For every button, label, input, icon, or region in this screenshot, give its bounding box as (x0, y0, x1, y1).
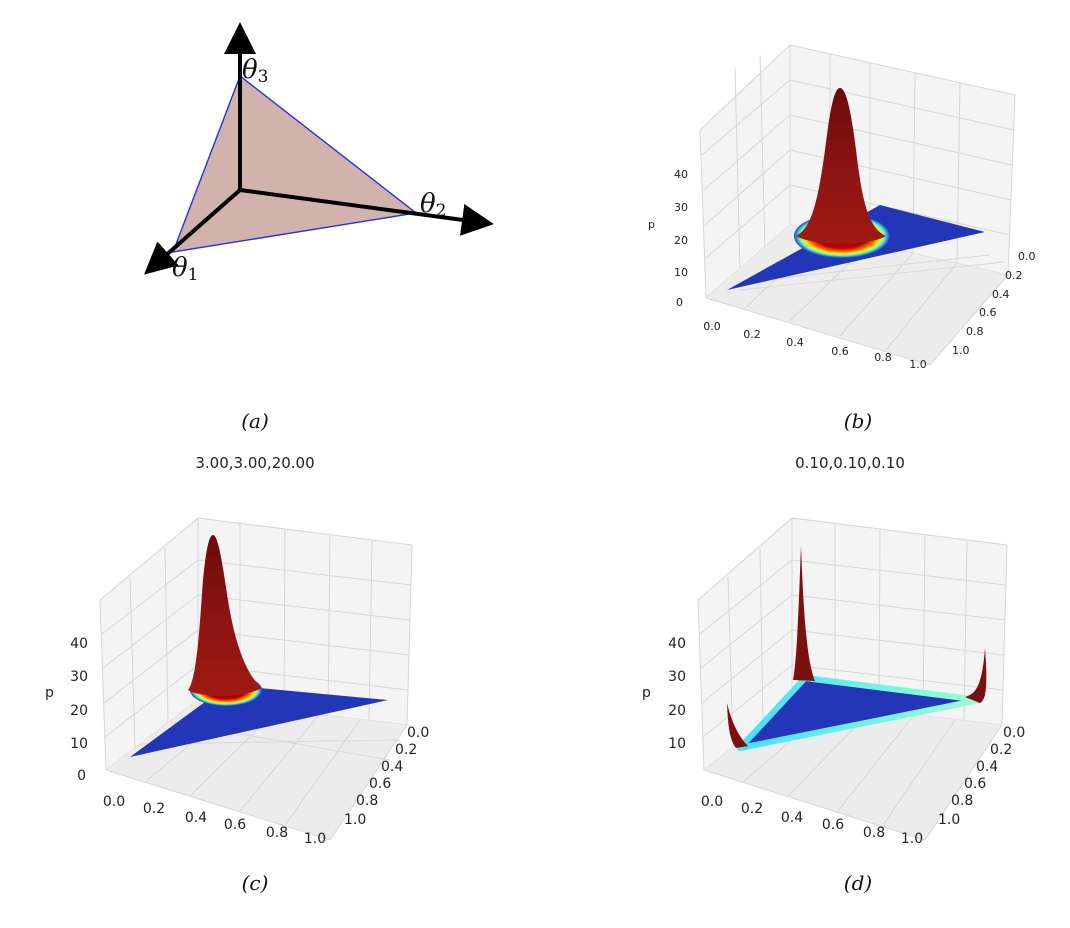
caption-a: (a) (241, 409, 269, 433)
x-tick: 0.8 (874, 351, 892, 364)
x-tick: 0.2 (743, 328, 761, 341)
y-tick: 0.8 (966, 325, 984, 338)
panel-d-base-surface (737, 675, 983, 751)
z-tick: 0 (676, 296, 683, 309)
panel-c-y-ticks: 0.0 0.2 0.4 0.6 0.8 1.0 (344, 725, 429, 828)
z-tick: 0 (77, 768, 86, 784)
y-tick: 0.0 (1003, 725, 1025, 741)
x-tick: 0.6 (224, 817, 246, 833)
x-tick: 0.0 (103, 794, 125, 810)
panel-d-axes-box (697, 517, 1008, 841)
panel-d-z-ticks: 10 20 30 40 (668, 636, 686, 752)
theta1-axis (143, 188, 242, 275)
panel-c-base-surface (130, 685, 388, 757)
panel-c-title: 3.00,3.00,20.00 (195, 454, 314, 472)
panel-c-axes-box (99, 517, 413, 841)
x-tick: 1.0 (901, 831, 923, 847)
x-tick: 0.8 (863, 825, 885, 841)
panel-d-spike-top (793, 545, 815, 681)
x-tick: 0.8 (266, 825, 288, 841)
panel-b-peak (796, 88, 886, 244)
y-tick: 0.2 (990, 742, 1012, 758)
y-tick: 0.2 (1005, 269, 1023, 282)
z-axis-label: p (642, 685, 651, 701)
x-tick: 0.6 (831, 345, 849, 358)
z-tick: 20 (668, 703, 686, 719)
z-tick: 40 (668, 636, 686, 652)
panel-c-peak (188, 535, 262, 696)
x-tick: 0.2 (143, 801, 165, 817)
caption-b: (b) (844, 409, 872, 433)
panel-b-x-ticks: 0.0 0.2 0.4 0.6 0.8 1.0 (703, 320, 927, 371)
z-tick: 10 (668, 736, 686, 752)
y-tick: 0.4 (976, 759, 998, 775)
panel-c: 3.00,3.00,20.00 (45, 454, 429, 895)
y-tick: 0.0 (407, 725, 429, 741)
x-tick: 0.0 (701, 794, 723, 810)
z-tick: 40 (70, 636, 88, 652)
z-axis-label: p (648, 218, 655, 231)
z-axis-label: p (45, 685, 54, 701)
theta2-label: θ2 (420, 189, 446, 221)
y-tick: 1.0 (952, 344, 970, 357)
panel-d: 0.10,0.10,0.10 (642, 454, 1025, 895)
z-tick: 30 (674, 201, 688, 214)
panel-b-y-ticks: 0.0 0.2 0.4 0.6 0.8 1.0 (952, 250, 1036, 357)
panel-d-y-ticks: 0.0 0.2 0.4 0.6 0.8 1.0 (938, 725, 1025, 828)
y-tick: 0.8 (356, 793, 378, 809)
caption-c: (c) (242, 871, 269, 895)
caption-d: (d) (844, 871, 872, 895)
panel-b: 0 10 20 30 40 p 0.0 0.2 0.4 0.6 0.8 1.0 … (648, 44, 1036, 433)
y-tick: 0.6 (369, 776, 391, 792)
z-tick: 30 (70, 669, 88, 685)
x-tick: 1.0 (304, 831, 326, 847)
y-tick: 0.2 (395, 742, 417, 758)
simplex-triangle (171, 74, 418, 253)
y-tick: 0.0 (1018, 250, 1036, 263)
y-tick: 0.6 (979, 306, 997, 319)
x-tick: 0.4 (185, 810, 207, 826)
x-tick: 0.4 (781, 810, 803, 826)
theta1-label: θ1 (172, 253, 198, 285)
y-tick: 0.4 (381, 759, 403, 775)
panel-d-x-ticks: 0.0 0.2 0.4 0.6 0.8 1.0 (701, 794, 923, 847)
y-tick: 1.0 (344, 812, 366, 828)
y-tick: 1.0 (938, 812, 960, 828)
x-tick: 0.0 (703, 320, 721, 333)
panel-a: θ3 θ2 θ1 (a) (143, 22, 494, 433)
z-tick: 30 (668, 669, 686, 685)
x-tick: 1.0 (909, 358, 927, 371)
y-tick: 0.4 (992, 288, 1010, 301)
y-tick: 0.8 (951, 793, 973, 809)
z-tick: 10 (674, 266, 688, 279)
panel-b-z-ticks: 0 10 20 30 40 (674, 168, 688, 309)
y-tick: 0.6 (964, 776, 986, 792)
panel-d-title: 0.10,0.10,0.10 (795, 454, 905, 472)
z-tick: 10 (70, 736, 88, 752)
panel-d-spike-left (727, 703, 748, 748)
z-tick: 20 (674, 234, 688, 247)
panel-d-spike-right (965, 648, 987, 703)
theta2-axis (239, 188, 494, 236)
x-tick: 0.2 (741, 801, 763, 817)
z-tick: 20 (70, 703, 88, 719)
x-tick: 0.4 (786, 336, 804, 349)
panel-c-x-ticks: 0.0 0.2 0.4 0.6 0.8 1.0 (103, 794, 326, 847)
theta3-label: θ3 (242, 55, 268, 87)
x-tick: 0.6 (822, 817, 844, 833)
panel-c-z-ticks: 0 10 20 30 40 (70, 636, 88, 784)
z-tick: 40 (674, 168, 688, 181)
